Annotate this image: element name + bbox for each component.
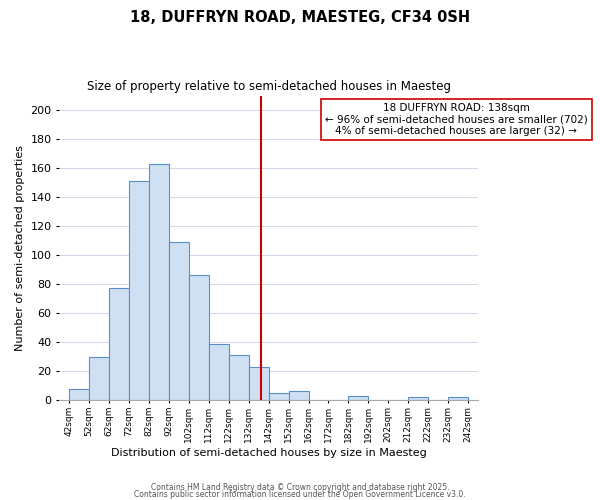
Bar — [229, 355, 249, 400]
Y-axis label: Number of semi-detached properties: Number of semi-detached properties — [15, 145, 25, 351]
Bar — [69, 388, 89, 400]
Bar — [89, 356, 109, 400]
Text: 18, DUFFRYN ROAD, MAESTEG, CF34 0SH: 18, DUFFRYN ROAD, MAESTEG, CF34 0SH — [130, 10, 470, 25]
Bar — [129, 181, 149, 400]
Bar — [109, 288, 129, 400]
Text: 18 DUFFRYN ROAD: 138sqm
← 96% of semi-detached houses are smaller (702)
4% of se: 18 DUFFRYN ROAD: 138sqm ← 96% of semi-de… — [325, 103, 587, 136]
X-axis label: Distribution of semi-detached houses by size in Maesteg: Distribution of semi-detached houses by … — [111, 448, 427, 458]
Bar — [448, 397, 468, 400]
Bar — [249, 367, 269, 400]
Bar — [149, 164, 169, 400]
Bar — [408, 397, 428, 400]
Text: Contains HM Land Registry data © Crown copyright and database right 2025.: Contains HM Land Registry data © Crown c… — [151, 484, 449, 492]
Bar — [209, 344, 229, 400]
Bar — [189, 276, 209, 400]
Bar — [289, 392, 308, 400]
Bar — [269, 393, 289, 400]
Bar — [169, 242, 189, 400]
Title: Size of property relative to semi-detached houses in Maesteg: Size of property relative to semi-detach… — [86, 80, 451, 93]
Text: Contains public sector information licensed under the Open Government Licence v3: Contains public sector information licen… — [134, 490, 466, 499]
Bar — [349, 396, 368, 400]
